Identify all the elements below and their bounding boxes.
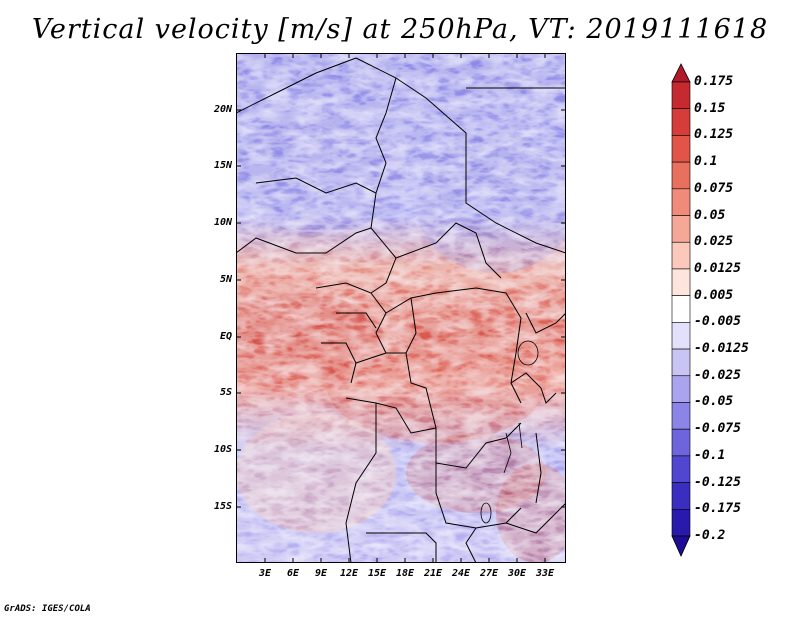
colorbar-box <box>671 268 691 296</box>
colorbar-box <box>671 348 691 377</box>
colorbar-label: 0.15 <box>694 100 726 116</box>
colorbar-label: -0.05 <box>694 394 734 410</box>
axis-ticks <box>236 53 566 563</box>
lake-outlines <box>480 340 539 524</box>
colorbar-bottom-arrow <box>671 535 691 557</box>
lat-label-10n: 10N <box>213 217 232 228</box>
map-panel <box>236 53 566 563</box>
colorbar-box <box>671 241 691 270</box>
colorbar-box <box>671 428 691 457</box>
colorbar-label: -0.1 <box>694 447 726 463</box>
colorbar-box <box>671 455 691 483</box>
colorbar-box <box>671 375 691 403</box>
lon-label-27e: 27E <box>479 568 499 579</box>
lon-label-21e: 21E <box>423 568 443 579</box>
lon-label-9e: 9E <box>314 568 328 579</box>
lat-label-5s: 5S <box>219 387 232 398</box>
country-borders <box>236 57 566 563</box>
colorbar-label: 0.1 <box>694 154 718 170</box>
footer-credit: GrADS: IGES/COLA <box>4 604 91 614</box>
lat-label-15n: 15N <box>213 160 232 171</box>
colorbar-box <box>671 135 691 163</box>
colorbar-label: -0.2 <box>694 528 726 543</box>
colorbar-box <box>671 108 691 136</box>
colorbar-label: 0.025 <box>694 234 734 250</box>
colorbar-label: 0.175 <box>694 74 734 89</box>
colorbar-box <box>671 402 691 430</box>
chart-title: Vertical velocity [m/s] at 250hPa, VT: 2… <box>31 14 769 45</box>
velocity-map <box>236 53 566 563</box>
colorbar-label: -0.0125 <box>694 341 749 357</box>
lat-label-eq: EQ <box>219 331 232 342</box>
colorbar-box <box>671 482 691 510</box>
colorbar-label: 0.005 <box>694 287 734 303</box>
lon-label-30e: 30E <box>507 568 527 579</box>
colorbar-top-arrow <box>671 63 691 83</box>
colorbar-label: -0.005 <box>694 314 741 330</box>
lon-label-12e: 12E <box>339 568 359 579</box>
colorbar-label: -0.125 <box>694 474 741 490</box>
map-frame <box>236 53 566 563</box>
colorbar-box <box>671 215 691 243</box>
colorbar-box <box>671 295 691 323</box>
colorbar-box <box>671 322 691 350</box>
lon-label-33e: 33E <box>535 568 555 579</box>
colorbar-box <box>671 188 691 216</box>
lon-label-3e: 3E <box>258 568 272 579</box>
colorbar-label: 0.05 <box>694 207 726 223</box>
lat-label-10s: 10S <box>213 444 232 455</box>
colorbar <box>671 63 691 557</box>
lon-label-18e: 18E <box>395 568 415 579</box>
colorbar-label: 0.125 <box>694 127 734 143</box>
lat-label-20n: 20N <box>213 104 232 115</box>
colorbar-label: -0.175 <box>694 501 741 517</box>
colorbar-label: 0.0125 <box>694 260 741 276</box>
lat-label-15s: 15S <box>213 501 232 512</box>
colorbar-label: -0.025 <box>694 367 741 383</box>
colorbar-box <box>671 161 691 190</box>
colorbar-label: 0.075 <box>694 180 734 196</box>
colorbar-label: -0.075 <box>694 421 741 437</box>
lon-label-24e: 24E <box>451 568 471 579</box>
lon-label-6e: 6E <box>286 568 300 579</box>
lat-label-5n: 5N <box>219 274 232 285</box>
lon-label-15e: 15E <box>367 568 387 579</box>
colorbar-box <box>671 508 691 537</box>
colorbar-box <box>671 81 691 110</box>
